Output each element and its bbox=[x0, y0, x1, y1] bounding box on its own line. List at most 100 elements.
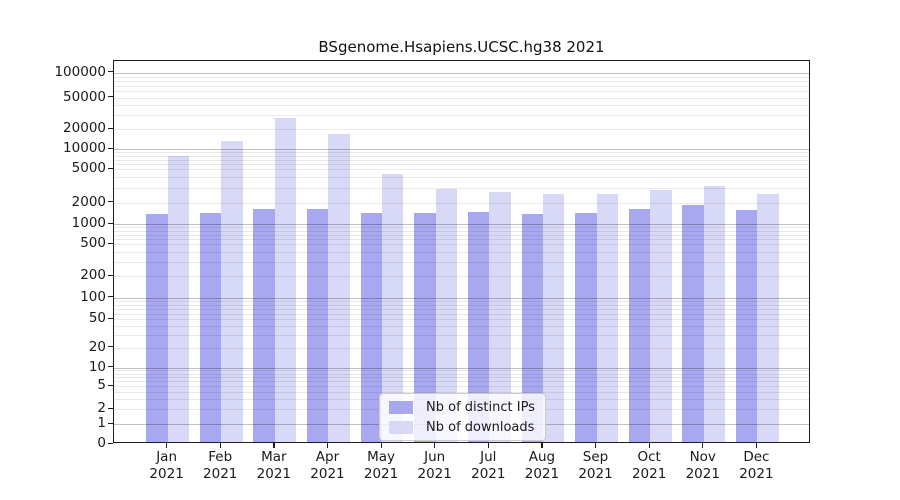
y-tick bbox=[108, 96, 113, 98]
x-tick bbox=[648, 443, 650, 448]
bar-distinct-ips-sep bbox=[575, 212, 597, 442]
y-tick-label: 1000 bbox=[71, 215, 106, 232]
y-tick bbox=[108, 71, 113, 73]
x-tick-year: 2021 bbox=[524, 466, 560, 482]
y-tick-label: 100 bbox=[80, 288, 106, 305]
bar-downloads-apr bbox=[328, 133, 350, 442]
gridline-minor bbox=[114, 152, 809, 154]
x-tick-year: 2021 bbox=[739, 466, 774, 482]
legend: Nb of distinct IPs Nb of downloads bbox=[379, 393, 546, 441]
y-tick-label: 10000 bbox=[63, 140, 106, 157]
y-tick-label: 20000 bbox=[63, 120, 106, 137]
y-tick bbox=[108, 127, 113, 129]
legend-swatch-downloads bbox=[389, 420, 413, 434]
x-tick bbox=[434, 443, 436, 448]
bar-downloads-mar bbox=[274, 118, 297, 442]
x-tick-month: Sep bbox=[582, 449, 609, 465]
bar-distinct-ips-may bbox=[360, 212, 383, 442]
y-tick-label: 0 bbox=[97, 435, 106, 451]
gridline-minor bbox=[114, 76, 809, 78]
gridline-minor bbox=[114, 80, 809, 82]
y-tick-label: 5 bbox=[97, 377, 106, 393]
x-tick-month: May bbox=[367, 449, 396, 465]
x-tick bbox=[702, 443, 704, 448]
gridline-major bbox=[114, 367, 809, 369]
bar-distinct-ips-aug bbox=[521, 213, 543, 442]
gridline-minor bbox=[114, 373, 809, 375]
gridline-minor bbox=[114, 115, 809, 117]
gridline-minor bbox=[114, 261, 809, 263]
x-tick-month: Jul bbox=[480, 449, 497, 465]
x-tick-label: Nov 2021 bbox=[673, 449, 733, 483]
gridline-minor bbox=[114, 187, 809, 189]
x-tick-year: 2021 bbox=[310, 466, 345, 482]
x-tick-label: May 2021 bbox=[351, 449, 411, 483]
gridline-minor bbox=[114, 164, 809, 166]
x-tick bbox=[541, 443, 543, 448]
bar-downloads-nov bbox=[703, 186, 726, 442]
x-tick-year: 2021 bbox=[631, 466, 667, 482]
gridline-major bbox=[114, 297, 809, 299]
x-tick-year: 2021 bbox=[578, 466, 613, 482]
y-tick-label: 5000 bbox=[71, 160, 106, 177]
gridline-minor bbox=[114, 227, 809, 229]
gridline-major bbox=[114, 224, 809, 226]
x-tick-label: Oct 2021 bbox=[619, 449, 679, 483]
gridline-minor bbox=[114, 313, 809, 315]
gridline-minor bbox=[114, 97, 809, 99]
x-tick-year: 2021 bbox=[203, 466, 238, 482]
y-tick-label: 2000 bbox=[71, 193, 106, 210]
bar-downloads-jun bbox=[435, 189, 458, 442]
x-tick-label: Sep 2021 bbox=[566, 449, 626, 483]
bar-distinct-ips-jun bbox=[414, 212, 436, 442]
gridline-minor bbox=[114, 252, 809, 254]
legend-swatch-distinct-ips bbox=[389, 400, 413, 414]
chart-title: BSgenome.Hsapiens.UCSC.hg38 2021 bbox=[318, 38, 605, 56]
x-tick bbox=[595, 443, 597, 448]
bar-distinct-ips-feb bbox=[199, 213, 222, 442]
bar-downloads-sep bbox=[596, 193, 618, 442]
y-tick bbox=[108, 167, 113, 169]
gridline-minor bbox=[114, 300, 809, 302]
plot-area bbox=[113, 60, 810, 443]
y-tick bbox=[108, 384, 113, 386]
y-tick-label: 500 bbox=[80, 235, 106, 252]
bar-distinct-ips-mar bbox=[253, 209, 275, 442]
x-tick-year: 2021 bbox=[149, 466, 184, 482]
x-tick bbox=[219, 443, 221, 448]
x-tick-label: Jan 2021 bbox=[137, 449, 197, 483]
legend-item-downloads: Nb of downloads bbox=[389, 420, 536, 435]
gridline-minor bbox=[114, 370, 809, 372]
x-tick bbox=[166, 443, 168, 448]
x-tick-month: Jun bbox=[424, 449, 446, 465]
legend-label-downloads: Nb of downloads bbox=[426, 419, 535, 435]
x-tick-label: Aug 2021 bbox=[512, 449, 572, 483]
x-tick-year: 2021 bbox=[471, 466, 506, 482]
y-tick-label: 2 bbox=[97, 400, 106, 417]
x-tick bbox=[273, 443, 275, 448]
legend-item-distinct-ips: Nb of distinct IPs bbox=[389, 400, 536, 415]
gridline-minor bbox=[114, 377, 809, 379]
gridline-minor bbox=[114, 230, 809, 232]
y-tick-label: 20 bbox=[88, 338, 106, 355]
legend-label-distinct-ips: Nb of distinct IPs bbox=[426, 399, 535, 415]
gridline-minor bbox=[114, 381, 809, 383]
gridline-minor bbox=[114, 177, 809, 179]
x-tick-year: 2021 bbox=[363, 466, 399, 482]
x-tick-month: Nov bbox=[689, 449, 716, 465]
y-tick bbox=[108, 222, 113, 224]
bar-downloads-jan bbox=[167, 155, 189, 442]
gridline-minor bbox=[114, 244, 809, 246]
y-tick-label: 10 bbox=[88, 358, 106, 375]
y-tick bbox=[108, 201, 113, 203]
x-tick-month: Feb bbox=[208, 449, 233, 465]
x-tick-month: Dec bbox=[743, 449, 770, 465]
bar-downloads-may bbox=[382, 173, 404, 442]
bar-downloads-jul bbox=[489, 191, 511, 442]
x-tick-year: 2021 bbox=[417, 466, 452, 482]
x-tick bbox=[755, 443, 758, 448]
x-tick-month: Aug bbox=[528, 449, 556, 465]
bar-distinct-ips-apr bbox=[307, 208, 329, 442]
gridline-minor bbox=[114, 386, 809, 387]
bar-distinct-ips-jan bbox=[146, 213, 168, 442]
